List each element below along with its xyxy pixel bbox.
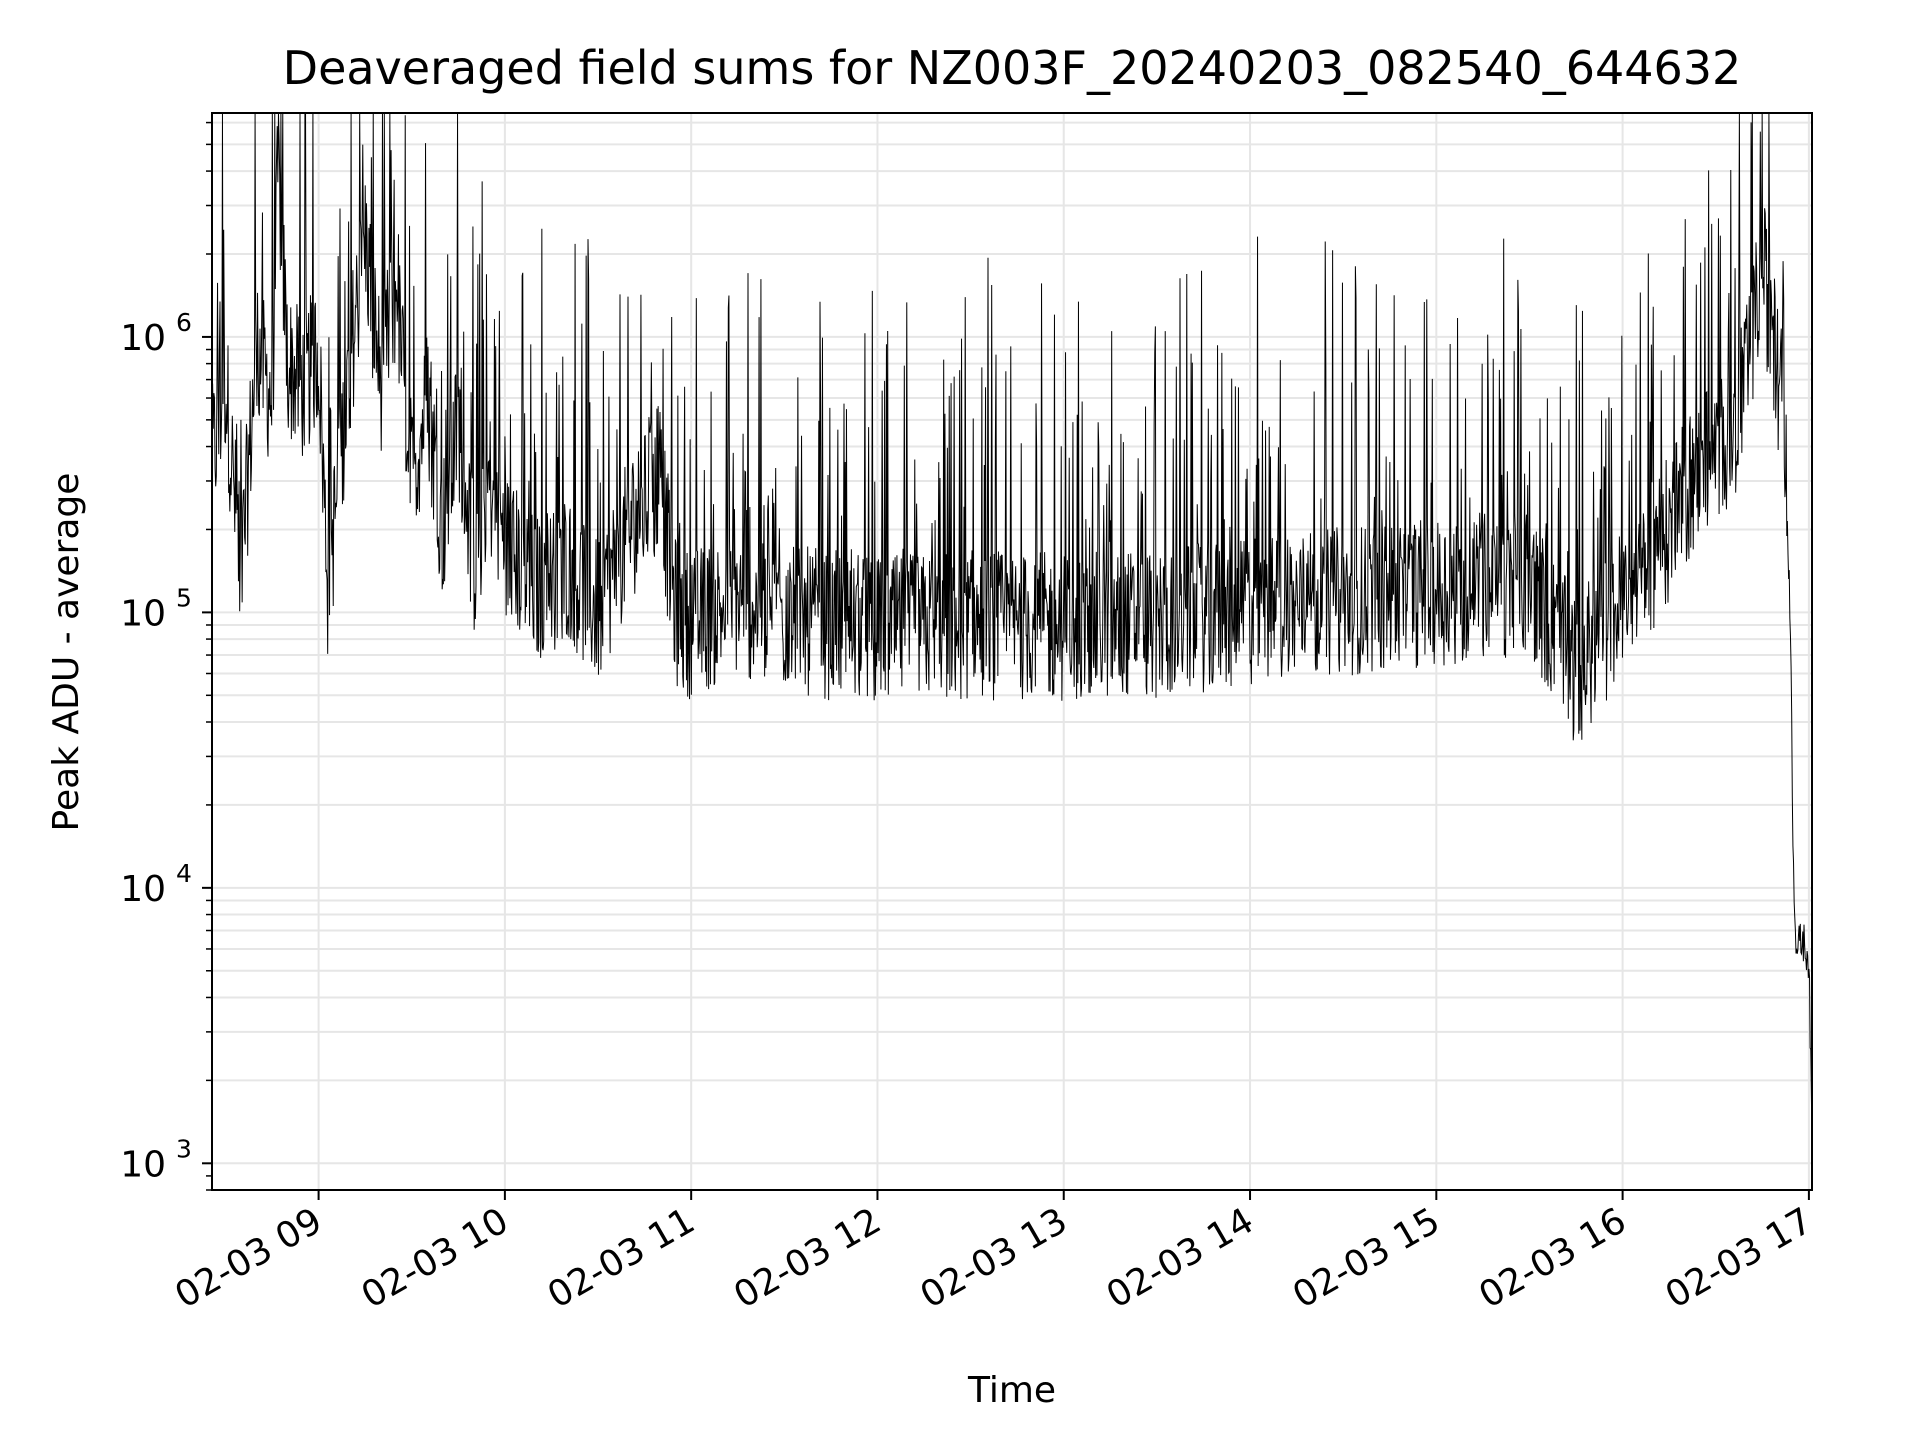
y-tick-label-exponent: 3 (176, 1134, 192, 1163)
plot-area (211, 112, 1813, 1191)
y-tick-label: 10 (120, 318, 166, 359)
x-tick-label: 02-03 09 (168, 1200, 329, 1316)
x-tick-label: 02-03 14 (1100, 1200, 1261, 1316)
plot-background (212, 113, 1812, 1190)
data-series-line (211, 112, 1813, 1142)
x-tick-label: 02-03 10 (355, 1200, 516, 1316)
y-tick-label: 10 (120, 593, 166, 634)
series-layer (211, 112, 1813, 1142)
x-axis: 02-03 09 02-03 10 02-03 11 02-03 12 02-03 13… (168, 1190, 1819, 1317)
y-tick-label-exponent: 6 (176, 308, 192, 337)
plot-frame (211, 112, 1813, 1191)
y-tick-label: 10 (120, 1144, 166, 1185)
major-grid (212, 113, 1812, 1190)
y-tick-label-exponent: 5 (176, 583, 192, 612)
x-tick-label: 02-03 17 (1659, 1200, 1820, 1316)
chart-title: Deaveraged field sums for NZ003F_2024020… (283, 41, 1742, 95)
y-tick-label-exponent: 4 (176, 859, 192, 888)
y-tick-label: 10 (120, 869, 166, 910)
x-tick-label: 02-03 12 (727, 1200, 888, 1316)
x-tick-label: 02-03 13 (914, 1200, 1075, 1316)
y-axis-label: Peak ADU - average (46, 473, 87, 832)
x-tick-label: 02-03 16 (1472, 1200, 1633, 1316)
x-axis-label: Time (967, 1370, 1056, 1411)
y-axis: 10 3 10 4 10 5 10 6 (120, 121, 212, 1191)
x-tick-label: 02-03 15 (1286, 1200, 1447, 1316)
x-tick-label: 02-03 11 (541, 1200, 702, 1316)
